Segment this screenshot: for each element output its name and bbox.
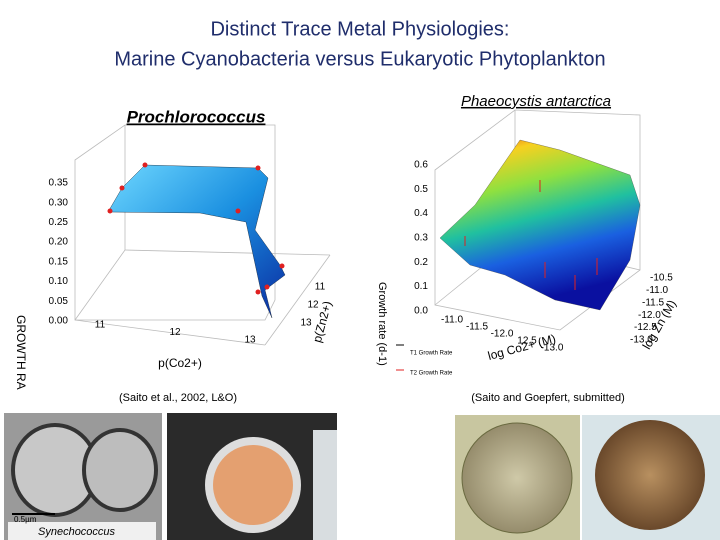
axis-label: GROWTH RA: [14, 315, 28, 390]
x-tick-label: -12.0: [491, 329, 514, 340]
citation: (Saito and Goepfert, submitted): [471, 392, 624, 404]
z-tick-label: 0.5: [414, 184, 428, 195]
title-line: Distinct Trace Metal Physiologies:: [210, 18, 509, 40]
citation: (Saito et al., 2002, L&O): [119, 392, 237, 404]
z-tick-label: 0.6: [414, 160, 428, 171]
z-tick-label: 0.20: [49, 237, 69, 248]
x-tick-label: -11.0: [441, 315, 463, 326]
plot-title: Prochlorococcus: [127, 107, 266, 126]
legend-entry: T2 Growth Rate: [410, 371, 453, 377]
z-tick-label: 0.25: [49, 217, 69, 228]
z-tick-label: 0.2: [414, 257, 428, 268]
y-tick-label: -11.5: [642, 297, 664, 308]
left-surface: [107, 164, 286, 319]
left-points: [107, 162, 285, 295]
plot-title: Phaeocystis antarctica: [461, 93, 611, 110]
right-error-bars: [464, 180, 598, 290]
left-plot-frame: [74, 124, 331, 346]
z-tick-label: 0.00: [49, 316, 69, 327]
z-tick-label: 0.15: [49, 256, 69, 267]
y-tick-label: 12: [307, 300, 319, 311]
right-surface: [439, 139, 641, 311]
scale-bar-label: 0.5µm: [14, 515, 37, 524]
y-tick-label: -13.0: [630, 335, 653, 346]
photos: [4, 413, 720, 540]
y-tick-label: -12.5: [634, 322, 657, 333]
z-tick-label: 0.1: [414, 281, 428, 292]
z-tick-label: 0.3: [414, 233, 428, 244]
x-tick-label: 12: [169, 327, 181, 338]
y-tick-label: -12.0: [638, 310, 661, 321]
y-tick-label: 13: [300, 318, 312, 329]
photo-caption: Synechococcus: [38, 526, 116, 538]
title-line: Marine Cyanobacteria versus Eukaryotic P…: [114, 48, 605, 70]
z-tick-label: 0.0: [414, 305, 428, 316]
y-tick-label: -11.0: [646, 285, 668, 296]
x-tick-label: 13: [244, 335, 256, 346]
z-tick-label: 0.05: [49, 296, 69, 307]
z-tick-label: 0.35: [49, 178, 69, 189]
z-tick-label: 0.10: [49, 276, 69, 287]
x-tick-label: 11: [95, 320, 106, 331]
y-tick-label: -10.5: [650, 273, 673, 284]
legend-entry: T1 Growth Rate: [410, 351, 453, 357]
x-tick-label: 12.5: [517, 336, 537, 347]
y-tick-label: 11: [315, 282, 326, 293]
x-tick-label: -13.0: [541, 343, 564, 354]
axis-label: Growth rate (d-1): [376, 282, 388, 366]
axis-label: p(Co2+): [158, 356, 202, 370]
z-tick-label: 0.4: [414, 208, 428, 219]
x-tick-label: -11.5: [466, 322, 488, 333]
z-tick-label: 0.30: [49, 197, 69, 208]
